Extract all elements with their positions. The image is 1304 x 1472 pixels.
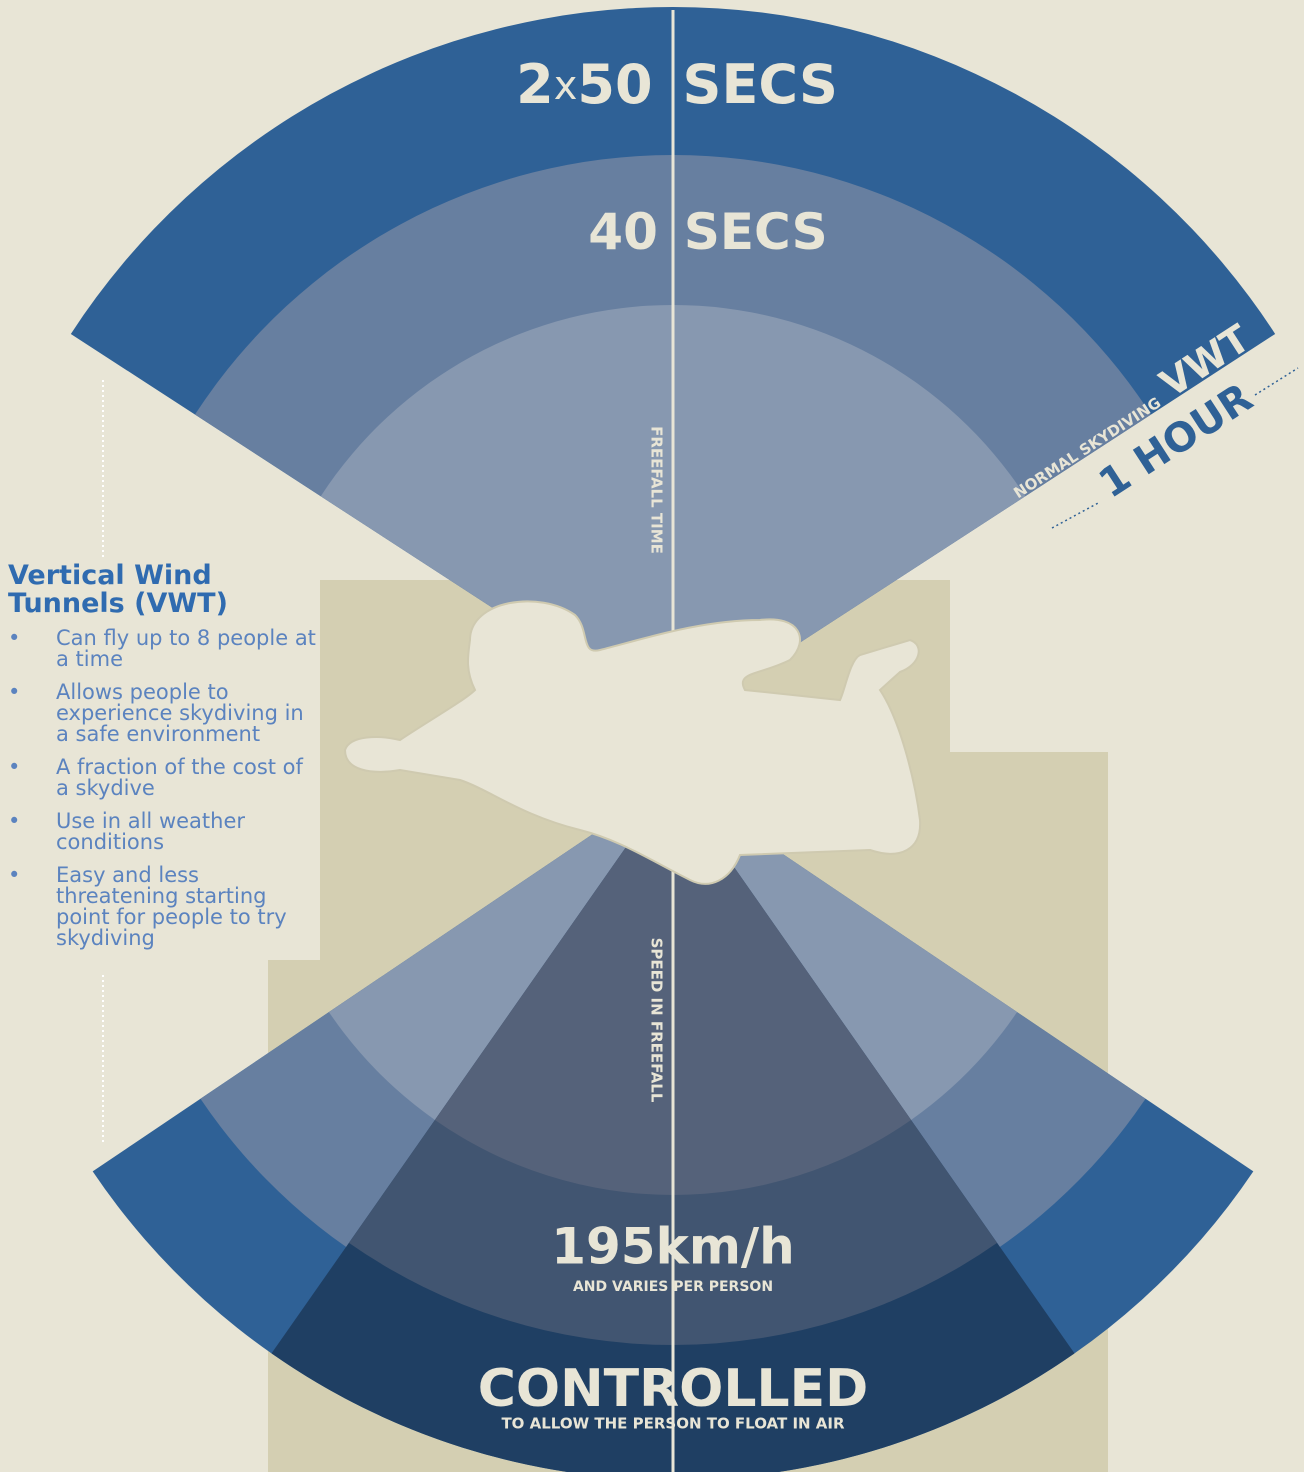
sidebar: Vertical Wind Tunnels (VWT) Can fly up t… bbox=[8, 562, 318, 961]
axis-label: FREEFALL TIME bbox=[648, 426, 666, 554]
unit: SECS bbox=[684, 203, 828, 261]
value: 40 bbox=[588, 203, 658, 261]
long-label: 2x50 SECS bbox=[516, 53, 838, 116]
unit: SECS bbox=[683, 53, 838, 116]
person-silhouette bbox=[343, 600, 922, 885]
bullet: Easy and less threatening starting point… bbox=[8, 865, 318, 949]
speed-note: AND VARIES PER PERSON bbox=[573, 1279, 773, 1295]
bullet: A fraction of the cost of a skydive bbox=[8, 757, 318, 799]
short-label: 40 SECS bbox=[588, 203, 827, 261]
sidebar-title: Vertical Wind Tunnels (VWT) bbox=[8, 560, 228, 619]
bullet: Use in all weather conditions bbox=[8, 811, 318, 853]
bullet-list: Can fly up to 8 people at a time Allows p… bbox=[8, 628, 318, 949]
vwt-note: TO ALLOW THE PERSON TO FLOAT IN AIR bbox=[501, 1415, 845, 1433]
times: x bbox=[554, 63, 578, 109]
value: 50 bbox=[577, 53, 652, 116]
count: 2 bbox=[516, 53, 554, 116]
bullet: Can fly up to 8 people at a time bbox=[8, 628, 318, 670]
fans bbox=[70, 7, 1276, 1472]
vwt-speed: CONTROLLED bbox=[478, 1359, 869, 1419]
speed: 195km/h bbox=[551, 1218, 795, 1276]
dotted-arrow bbox=[1254, 367, 1299, 396]
axis-label: SPEED IN FREEFALL bbox=[648, 938, 666, 1103]
dotted-arrow bbox=[1051, 501, 1101, 529]
bullet: Allows people to experience skydiving in… bbox=[8, 682, 318, 745]
